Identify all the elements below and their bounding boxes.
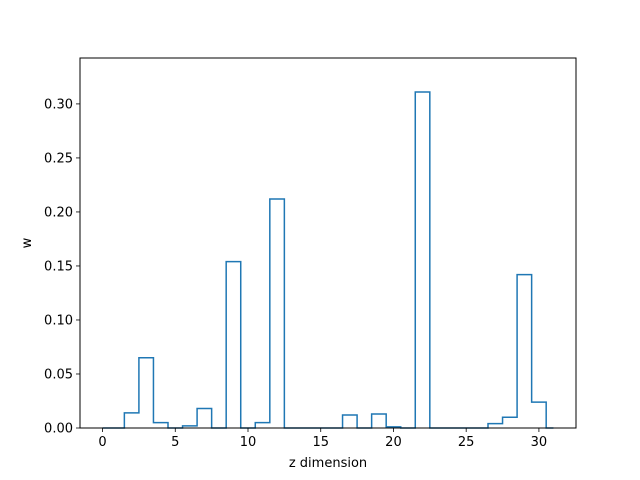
x-tick-label: 25 xyxy=(458,435,475,450)
y-tick-label: 0.25 xyxy=(44,151,73,166)
x-tick-label: 15 xyxy=(312,435,329,450)
y-tick-label: 0.05 xyxy=(44,367,73,382)
x-tick-label: 30 xyxy=(531,435,548,450)
y-tick-label: 0.30 xyxy=(44,97,73,112)
x-axis-ticks: 0 5 10 15 20 25 30 xyxy=(98,428,547,450)
x-tick-label: 10 xyxy=(240,435,257,450)
x-tick-label: 5 xyxy=(171,435,179,450)
plot-frame xyxy=(79,57,577,429)
y-tick-label: 0.00 xyxy=(44,422,73,437)
x-axis-label: z dimension xyxy=(289,456,367,471)
plot-area xyxy=(80,58,576,428)
x-tick-label: 20 xyxy=(385,435,402,450)
y-tick-label: 0.20 xyxy=(44,205,73,220)
y-axis-label: w xyxy=(20,237,35,248)
x-tick-label: 0 xyxy=(98,435,106,450)
y-axis-ticks: 0.00 0.05 0.10 0.15 0.20 0.25 0.30 xyxy=(44,97,80,437)
y-tick-label: 0.10 xyxy=(44,313,73,328)
y-tick-label: 0.15 xyxy=(44,259,73,274)
